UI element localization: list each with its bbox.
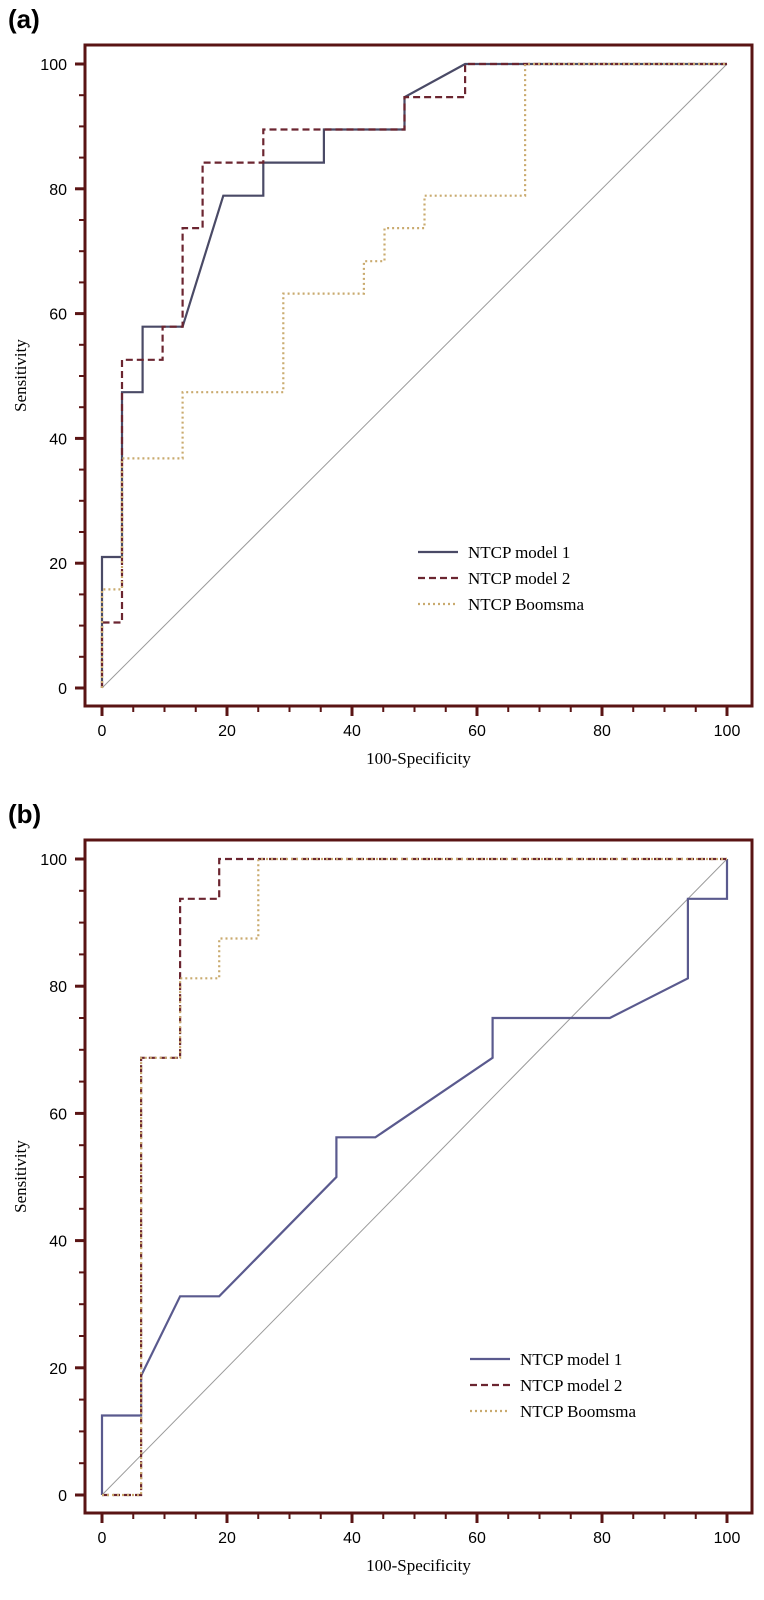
roc-panel-a: (a) 0 20 40 60 80 100 0 20 40 60 80 100 100-Specific… — [0, 0, 764, 790]
legend-label: NTCP model 2 — [520, 1376, 622, 1395]
series-line-3 — [100, 62, 727, 688]
y-tick-label: 80 — [49, 979, 67, 996]
y-axis-title: Sensitivity — [11, 1140, 30, 1213]
x-tick-label: 40 — [343, 1530, 361, 1547]
panel-label: (b) — [8, 799, 42, 829]
roc-chart-a: 0 20 40 60 80 100 0 20 40 60 80 100 100-Specificity S… — [11, 43, 754, 768]
x-tick-label: 100 — [714, 723, 741, 740]
x-tick-label: 80 — [593, 1530, 611, 1547]
plot-frame — [83, 43, 754, 708]
y-axis-title: Sensitivity — [11, 339, 30, 412]
x-axis-title: 100-Specificity — [366, 1556, 471, 1575]
y-tick-label: 0 — [58, 1488, 67, 1505]
x-tick-label: 60 — [468, 1530, 486, 1547]
plot-frame — [83, 838, 754, 1515]
roc-panel-b: (b) 0 20 40 60 80 100 0 20 40 60 80 100 100-Specific… — [0, 795, 764, 1600]
y-tick-label: 40 — [49, 431, 67, 448]
y-tick-label: 100 — [40, 57, 67, 74]
y-axis: 0 20 40 60 80 100 — [40, 57, 85, 698]
reference-diagonal — [101, 858, 728, 1496]
roc-chart-b: 0 20 40 60 80 100 0 20 40 60 80 100 100-Specificity S… — [11, 838, 754, 1575]
y-tick-label: 60 — [49, 1106, 67, 1123]
legend: NTCP model 1 NTCP model 2 NTCP Boomsma — [470, 1350, 636, 1421]
legend-label: NTCP model 1 — [520, 1350, 622, 1369]
y-axis: 0 20 40 60 80 100 — [40, 852, 85, 1505]
y-tick-label: 100 — [40, 852, 67, 869]
y-tick-label: 20 — [49, 1361, 67, 1378]
x-axis: 0 20 40 60 80 100 — [98, 1513, 741, 1547]
legend-label: NTCP Boomsma — [468, 595, 584, 614]
legend: NTCP model 1 NTCP model 2 NTCP Boomsma — [418, 543, 584, 614]
legend-label: NTCP model 2 — [468, 569, 570, 588]
y-tick-label: 80 — [49, 182, 67, 199]
x-tick-label: 0 — [98, 723, 107, 740]
y-tick-label: 40 — [49, 1234, 67, 1251]
y-tick-label: 20 — [49, 556, 67, 573]
x-tick-label: 40 — [343, 723, 361, 740]
x-tick-label: 20 — [218, 1530, 236, 1547]
x-axis: 0 20 40 60 80 100 — [98, 706, 741, 740]
x-tick-label: 100 — [714, 1530, 741, 1547]
series-line-2 — [100, 62, 727, 688]
legend-label: NTCP model 1 — [468, 543, 570, 562]
x-tick-label: 80 — [593, 723, 611, 740]
reference-diagonal — [101, 63, 728, 689]
legend-label: NTCP Boomsma — [520, 1402, 636, 1421]
panel-label: (a) — [8, 4, 40, 34]
x-tick-label: 60 — [468, 723, 486, 740]
x-tick-label: 20 — [218, 723, 236, 740]
x-axis-title: 100-Specificity — [366, 749, 471, 768]
y-tick-label: 60 — [49, 307, 67, 324]
y-tick-label: 0 — [58, 681, 67, 698]
x-tick-label: 0 — [98, 1530, 107, 1547]
